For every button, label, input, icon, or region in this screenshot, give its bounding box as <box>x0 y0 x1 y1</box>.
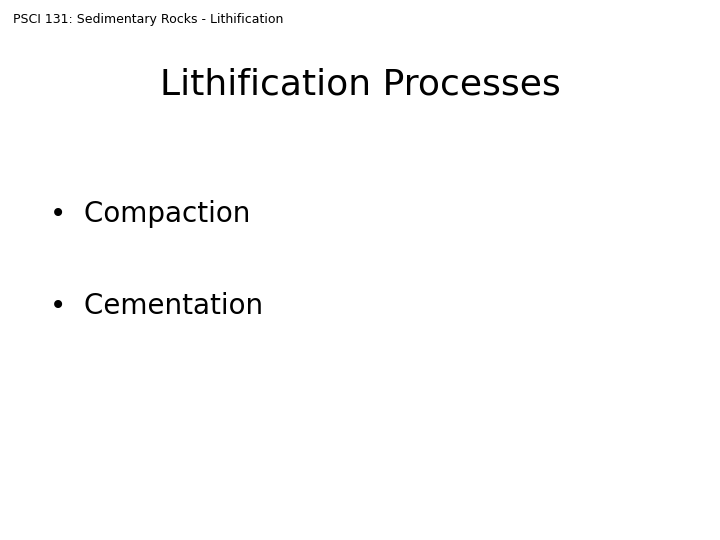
Text: PSCI 131: Sedimentary Rocks - Lithification: PSCI 131: Sedimentary Rocks - Lithificat… <box>13 14 284 26</box>
Text: Lithification Processes: Lithification Processes <box>160 68 560 102</box>
Text: •  Cementation: • Cementation <box>50 292 264 320</box>
Text: •  Compaction: • Compaction <box>50 200 251 228</box>
